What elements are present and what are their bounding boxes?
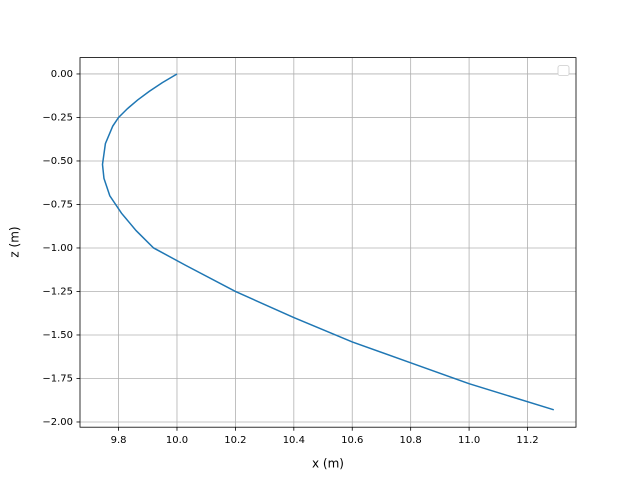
x-tick-label: 10.4 <box>283 435 305 446</box>
x-tick-label: 11.0 <box>458 435 480 446</box>
y-axis-label: z (m) <box>8 226 22 257</box>
x-tick-label: 10.0 <box>166 435 188 446</box>
x-tick-label: 10.2 <box>224 435 246 446</box>
y-tick-label: −0.75 <box>42 199 73 210</box>
x-tick-label: 10.6 <box>341 435 363 446</box>
line <box>101 73 555 411</box>
x-tick-label: 11.2 <box>516 435 538 446</box>
y-tick-label: −1.00 <box>42 243 73 254</box>
y-tick-label: −0.50 <box>42 156 73 167</box>
x-tick-label: 9.8 <box>111 435 127 446</box>
y-tick-label: −2.00 <box>42 417 73 428</box>
y-tick-label: 0.00 <box>51 69 73 80</box>
plot-frame <box>79 57 577 428</box>
y-tick-label: −1.75 <box>42 373 73 384</box>
x-tick-label: 10.8 <box>400 435 422 446</box>
y-tick-label: −1.50 <box>42 330 73 341</box>
y-tick-label: −1.25 <box>42 286 73 297</box>
legend <box>557 65 570 76</box>
y-tick-label: −0.25 <box>42 112 73 123</box>
x-axis-label: x (m) <box>312 457 344 471</box>
